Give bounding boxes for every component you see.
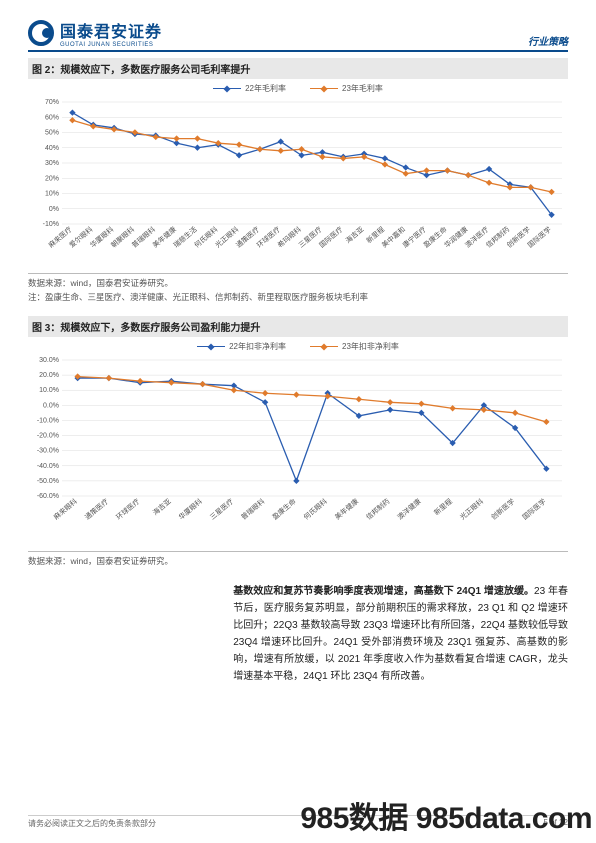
svg-text:10.0%: 10.0% xyxy=(39,387,59,394)
svg-text:40%: 40% xyxy=(45,145,59,152)
svg-text:-20.0%: -20.0% xyxy=(37,433,59,440)
svg-text:何氏眼科: 何氏眼科 xyxy=(302,497,329,522)
svg-text:海吉亚: 海吉亚 xyxy=(343,225,365,245)
svg-text:-50.0%: -50.0% xyxy=(37,478,59,485)
logo-mark-icon xyxy=(28,20,54,46)
svg-text:50%: 50% xyxy=(45,130,59,137)
svg-text:-10%: -10% xyxy=(43,221,59,228)
fig3-legend-b: 23年扣非净利率 xyxy=(342,341,399,352)
svg-text:-40.0%: -40.0% xyxy=(37,463,59,470)
header-category: 行业策略 xyxy=(528,33,568,48)
body-text: 23 年春节后，医疗服务复苏明显，部分前期积压的需求释放，23 Q1 和 Q2 … xyxy=(233,586,568,682)
svg-text:信邦制药: 信邦制药 xyxy=(364,497,391,522)
svg-text:新里程: 新里程 xyxy=(432,497,454,517)
svg-text:国际医疗: 国际医疗 xyxy=(317,225,344,250)
body-paragraph: 基数效应和复苏节奏影响季度表观增速，高基数下 24Q1 增速放缓。23 年春节后… xyxy=(233,583,568,685)
svg-text:三星医疗: 三星医疗 xyxy=(208,497,235,522)
svg-text:海吉亚: 海吉亚 xyxy=(151,497,173,517)
fig3-svg: -60.0% -50.0% -40.0% -30.0% -20.0% -10.0% 0.0%… xyxy=(28,354,568,544)
svg-text:-10.0%: -10.0% xyxy=(37,418,59,425)
fig2-source: 数据来源：wind，国泰君安证券研究。 注：盈康生命、三星医疗、澳洋健康、光正眼… xyxy=(28,273,568,304)
fig2-svg: -10%0%10%20%30%40%50%60%70%麻来医疗爱尔眼科华厦眼科朝… xyxy=(28,96,568,266)
fig3-legend-a: 22年扣非净利率 xyxy=(229,341,286,352)
svg-text:国际医学: 国际医学 xyxy=(520,497,547,522)
svg-text:30%: 30% xyxy=(45,160,59,167)
fig3-legend: 22年扣非净利率 23年扣非净利率 xyxy=(28,341,568,352)
fig2-legend-a: 22年毛利率 xyxy=(245,83,286,94)
logo: 国泰君安证券 GUOTAI JUNAN SECURITIES xyxy=(28,18,162,48)
body-bold: 基数效应和复苏节奏影响季度表观增速，高基数下 24Q1 增速放缓。 xyxy=(233,586,534,597)
fig2-title: 图 2：规模效应下，多数医疗服务公司毛利率提升 xyxy=(28,58,568,79)
svg-text:通策医疗: 通策医疗 xyxy=(83,497,110,522)
svg-text:澳洋健康: 澳洋健康 xyxy=(395,497,422,522)
fig2-legend-b: 23年毛利率 xyxy=(342,83,383,94)
fig3-chart: 22年扣非净利率 23年扣非净利率 -60.0% -50.0% -40.0% -30.… xyxy=(28,337,568,549)
svg-text:创新医学: 创新医学 xyxy=(489,497,516,522)
fig2-chart: 22年毛利率 23年毛利率 -10% 0% 10% 20% 30% 40% 50% 60% 70… xyxy=(28,79,568,271)
page-header: 国泰君安证券 GUOTAI JUNAN SECURITIES 行业策略 xyxy=(28,18,568,52)
svg-text:麻来眼科: 麻来眼科 xyxy=(52,497,79,522)
svg-text:美年健康: 美年健康 xyxy=(333,497,360,522)
svg-text:20%: 20% xyxy=(45,175,59,182)
svg-text:0.0%: 0.0% xyxy=(43,403,59,410)
svg-text:盈康生命: 盈康生命 xyxy=(270,497,297,522)
fig3-source: 数据来源：wind，国泰君安证券研究。 xyxy=(28,551,568,569)
fig3-title: 图 3：规模效应下，多数医疗服务公司盈利能力提升 xyxy=(28,316,568,337)
svg-text:-30.0%: -30.0% xyxy=(37,448,59,455)
svg-text:国际医学: 国际医学 xyxy=(526,225,553,250)
svg-text:华厦眼科: 华厦眼科 xyxy=(177,497,204,522)
svg-text:-60.0%: -60.0% xyxy=(37,493,59,500)
logo-text-cn: 国泰君安证券 xyxy=(60,18,162,42)
footer-left: 请务必阅读正文之后的免责条款部分 xyxy=(28,818,156,829)
fig2-legend: 22年毛利率 23年毛利率 xyxy=(28,83,568,94)
svg-text:30.0%: 30.0% xyxy=(39,357,59,364)
svg-text:70%: 70% xyxy=(45,99,59,106)
logo-text-en: GUOTAI JUNAN SECURITIES xyxy=(60,42,162,48)
svg-text:光正眼科: 光正眼科 xyxy=(458,497,485,522)
svg-text:20.0%: 20.0% xyxy=(39,372,59,379)
svg-text:环球医疗: 环球医疗 xyxy=(114,497,141,522)
svg-text:60%: 60% xyxy=(45,114,59,121)
svg-text:普瑞眼科: 普瑞眼科 xyxy=(239,497,266,522)
watermark: 985数据 985data.com xyxy=(300,793,592,837)
svg-text:10%: 10% xyxy=(45,191,59,198)
svg-text:0%: 0% xyxy=(49,206,59,213)
